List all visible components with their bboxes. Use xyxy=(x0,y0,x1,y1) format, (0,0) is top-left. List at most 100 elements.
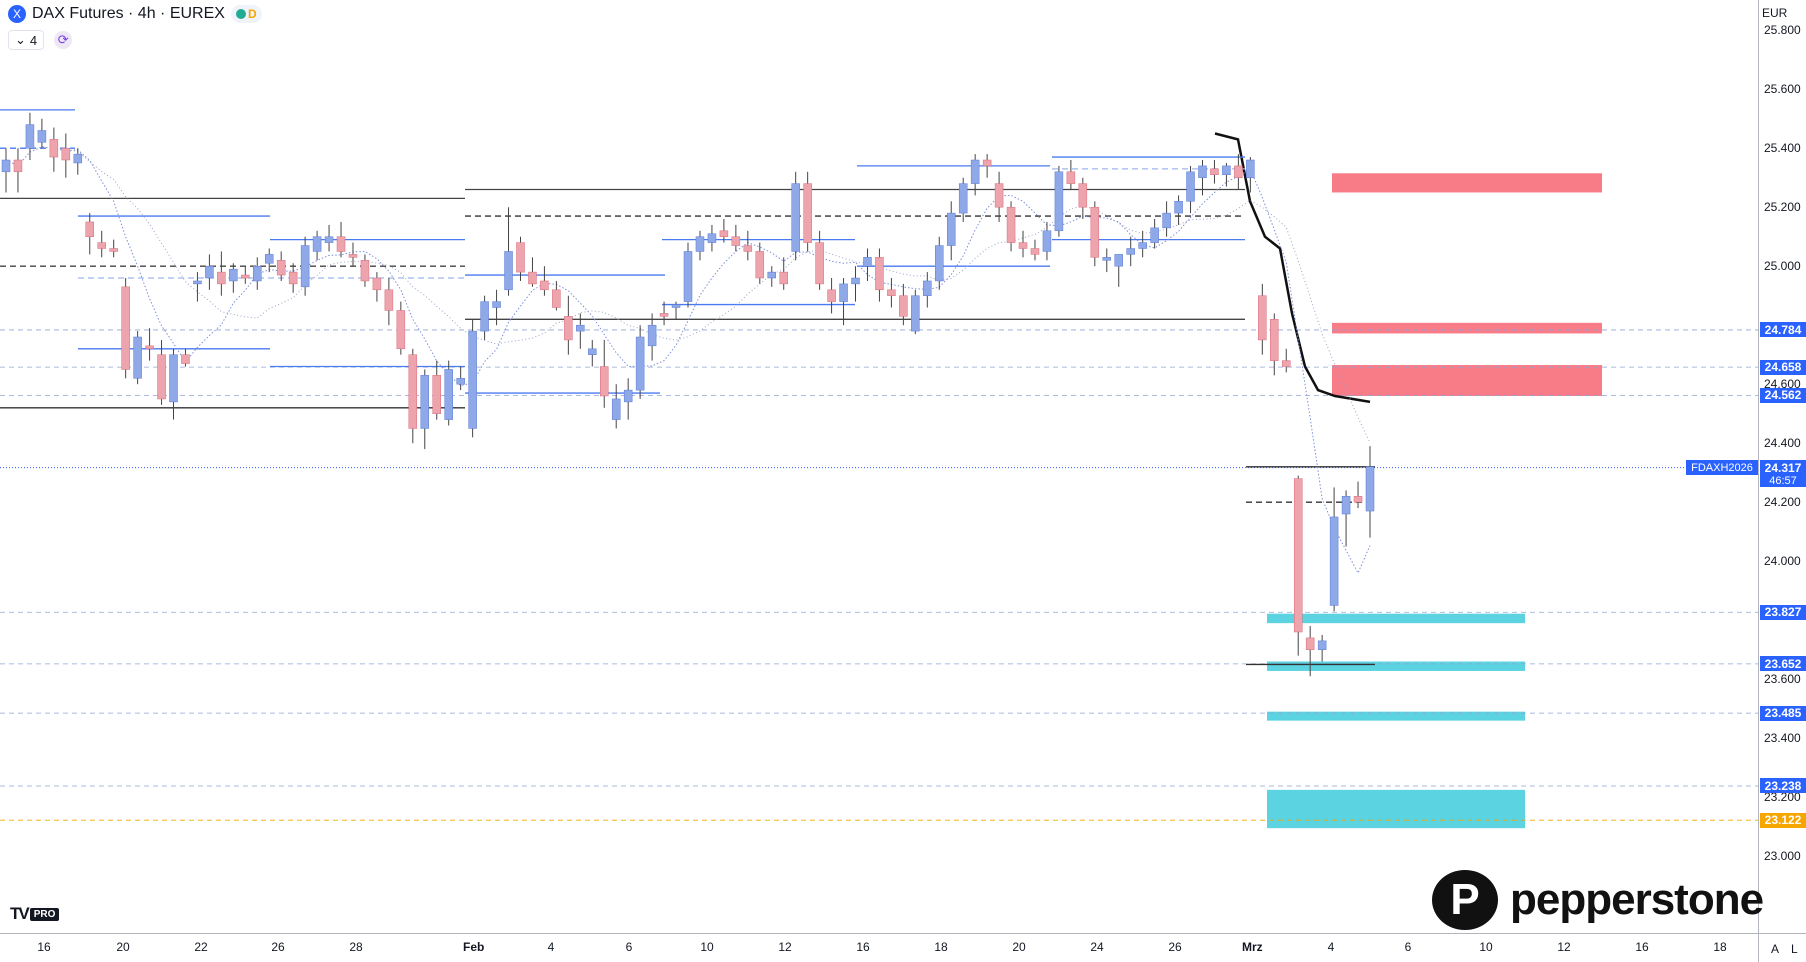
candle-37 xyxy=(444,360,453,426)
candle-45 xyxy=(540,266,549,296)
candle-67 xyxy=(803,171,812,252)
candle-60 xyxy=(719,219,729,243)
time-tick-8: 10 xyxy=(700,940,714,954)
price-tick-4: 25.000 xyxy=(1764,259,1801,274)
candle-47 xyxy=(564,295,573,355)
candle-14 xyxy=(169,348,178,420)
candle-74 xyxy=(887,278,896,308)
price-label-7: 23.122 xyxy=(1760,812,1806,828)
resistance-zone-1 xyxy=(1332,322,1602,334)
indicators-row: ⌄ 4 ⟳ xyxy=(8,30,73,50)
candle-104 xyxy=(1246,157,1255,193)
time-tick-10: 16 xyxy=(856,940,870,954)
candle-83 xyxy=(994,171,1004,222)
candle-15 xyxy=(181,348,190,367)
candle-4 xyxy=(49,127,59,172)
time-tick-3: 26 xyxy=(271,940,285,954)
time-tick-12: 20 xyxy=(1012,940,1026,954)
time-tick-5: Feb xyxy=(463,940,485,954)
time-tick-17: 6 xyxy=(1404,940,1412,954)
time-tick-14: 26 xyxy=(1168,940,1182,954)
candle-55 xyxy=(659,301,669,326)
candle-61 xyxy=(731,224,741,252)
candle-100 xyxy=(1198,160,1207,196)
indicators-toggle[interactable]: ⌄ 4 xyxy=(8,30,45,50)
candle-24 xyxy=(288,263,298,293)
candle-88 xyxy=(1054,165,1064,237)
candle-73 xyxy=(875,248,884,302)
candle-112 xyxy=(1341,490,1351,547)
candle-44 xyxy=(528,257,537,287)
chevron-down-icon: ⌄ xyxy=(15,32,26,47)
trend-projection-line xyxy=(1214,132,1371,404)
pepperstone-mark: P xyxy=(1432,870,1498,930)
zones-layer xyxy=(1267,173,1602,829)
time-tick-19: 12 xyxy=(1557,940,1571,954)
candle-91 xyxy=(1090,201,1100,267)
time-tick-16: 4 xyxy=(1327,940,1335,954)
price-tick-8: 24.000 xyxy=(1764,554,1801,569)
candle-71 xyxy=(851,266,860,302)
candle-75 xyxy=(899,283,908,326)
candle-51 xyxy=(611,384,621,429)
chart-legend[interactable]: X DAX Futures · 4h · EUREX D xyxy=(8,5,262,23)
log-scale-button[interactable]: L xyxy=(1791,942,1798,956)
time-axis[interactable] xyxy=(0,933,1758,962)
candle-29 xyxy=(348,242,358,267)
candle-38 xyxy=(456,366,465,391)
candle-72 xyxy=(863,248,872,281)
candle-97 xyxy=(1162,201,1171,237)
candle-84 xyxy=(1006,201,1016,252)
candle-53 xyxy=(635,325,645,399)
candle-1 xyxy=(13,148,23,193)
currency-label[interactable]: EUR xyxy=(1762,6,1788,20)
indicators-count: 4 xyxy=(29,32,38,48)
pepperstone-logo: P pepperstone xyxy=(1432,870,1764,930)
sync-icon[interactable]: ⟳ xyxy=(54,31,73,49)
price-tick-0: 25.800 xyxy=(1764,23,1801,38)
candle-78 xyxy=(935,236,944,290)
time-tick-15: Mrz xyxy=(1242,940,1263,954)
candle-106 xyxy=(1270,313,1279,376)
candle-103 xyxy=(1234,154,1243,190)
time-tick-0: 16 xyxy=(37,940,51,954)
candle-85 xyxy=(1018,230,1028,258)
chart-title[interactable]: DAX Futures · 4h · EUREX xyxy=(32,5,225,22)
symbol-icon: X xyxy=(8,5,26,23)
candle-35 xyxy=(420,369,430,450)
candle-109 xyxy=(1305,626,1315,677)
candle-30 xyxy=(360,254,370,287)
candle-19 xyxy=(229,263,238,293)
candle-36 xyxy=(432,360,441,420)
price-tick-7: 24.200 xyxy=(1764,495,1801,510)
candle-17 xyxy=(205,254,214,290)
candle-86 xyxy=(1030,239,1040,261)
resistance-zone-2 xyxy=(1332,365,1602,396)
price-tick-10: 23.400 xyxy=(1764,731,1801,746)
tradingview-logo: TV PRO xyxy=(10,904,60,924)
candle-80 xyxy=(958,177,968,222)
candle-77 xyxy=(923,272,932,308)
candle-10 xyxy=(121,278,130,379)
candle-52 xyxy=(623,378,633,420)
candle-93 xyxy=(1114,254,1123,287)
candle-64 xyxy=(767,266,777,287)
candle-28 xyxy=(336,221,346,258)
candle-70 xyxy=(839,278,848,326)
price-tick-6: 24.400 xyxy=(1764,436,1801,451)
candle-54 xyxy=(647,313,657,361)
candle-98 xyxy=(1174,195,1183,225)
time-tick-4: 28 xyxy=(349,940,363,954)
chart-plot[interactable] xyxy=(0,0,1758,933)
candle-99 xyxy=(1186,165,1195,214)
last-price-symbol: FDAXH2026 xyxy=(1686,460,1758,476)
price-label-1: 24.658 xyxy=(1760,359,1806,375)
support-zone-3 xyxy=(1267,789,1525,829)
auto-scale-button[interactable]: A xyxy=(1771,942,1780,956)
time-tick-11: 18 xyxy=(934,940,948,954)
candle-27 xyxy=(324,224,334,252)
candle-96 xyxy=(1150,219,1159,249)
candle-58 xyxy=(695,230,705,261)
market-status[interactable]: D xyxy=(230,5,262,23)
candle-34 xyxy=(408,348,418,444)
